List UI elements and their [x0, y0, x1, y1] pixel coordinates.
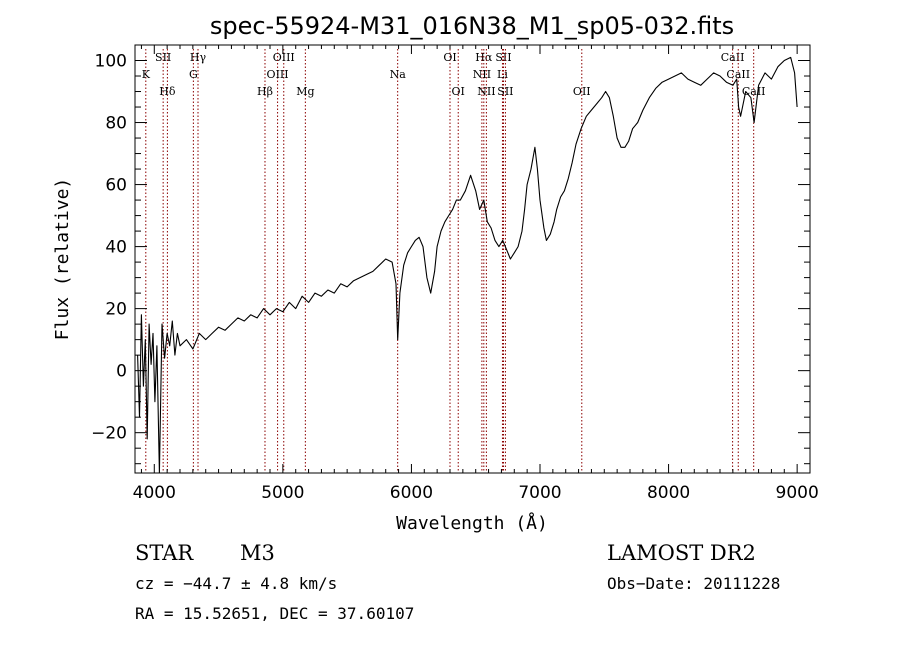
x-axis-label: Wavelength (Å) — [396, 512, 548, 534]
line-marker-label: Mg — [296, 85, 314, 98]
line-marker-label: SII — [495, 51, 511, 64]
y-axis-label: Flux (relative) — [52, 178, 73, 341]
line-marker-label: Hβ — [257, 85, 273, 98]
line-marker-label: G — [189, 68, 198, 81]
y-tick-label: 100 — [95, 52, 127, 72]
observation-date: Obs−Date: 20111228 — [607, 574, 780, 593]
line-marker-label: CaII — [726, 68, 750, 81]
line-marker-label: Hα — [475, 51, 493, 64]
line-marker-label: OI — [443, 51, 456, 64]
x-tick-label: 9000 — [776, 483, 819, 503]
line-marker-label: Hγ — [190, 51, 207, 64]
x-tick-label: 8000 — [647, 483, 690, 503]
line-marker-label: SII — [155, 51, 171, 64]
x-tick-label: 4000 — [133, 483, 176, 503]
x-tick-label: 6000 — [390, 483, 433, 503]
axis-ticks: 4000 5000 6000 7000 8000 9000 −20 0 20 40 60 80 100 — [91, 45, 819, 503]
coordinates: RA = 15.52651, DEC = 37.60107 — [135, 604, 414, 623]
y-tick-label: 80 — [105, 114, 127, 134]
x-tick-label: 7000 — [518, 483, 561, 503]
line-marker-label: Na — [390, 68, 407, 81]
line-marker-label: Li — [497, 68, 508, 81]
line-marker-label: SII — [497, 85, 513, 98]
object-subclass: M3 — [240, 541, 275, 565]
y-tick-label: 20 — [105, 300, 127, 320]
line-marker-label: Hδ — [159, 85, 176, 98]
redshift-velocity: cz = −44.7 ± 4.8 km/s — [135, 574, 337, 593]
x-tick-label: 5000 — [261, 483, 304, 503]
y-tick-label: 0 — [116, 362, 127, 382]
chart-title: spec-55924-M31_016N38_M1_sp05-032.fits — [210, 12, 734, 40]
line-marker-label: OI — [452, 85, 465, 98]
line-marker-label: OIII — [273, 51, 295, 64]
spectrum-line — [137, 56, 798, 474]
survey-name: LAMOST DR2 — [607, 541, 756, 565]
y-tick-label: −20 — [91, 424, 127, 444]
line-marker-label: CaII — [721, 51, 745, 64]
y-tick-label: 60 — [105, 176, 127, 196]
line-marker-label: OII — [573, 85, 591, 98]
plot-frame — [134, 44, 811, 474]
object-class: STAR — [135, 541, 194, 565]
line-marker-label: NII — [477, 85, 495, 98]
y-tick-label: 40 — [105, 238, 127, 258]
line-marker-label: OIII — [267, 68, 289, 81]
line-marker-label: K — [142, 68, 151, 81]
line-marker-label: NII — [473, 68, 491, 81]
